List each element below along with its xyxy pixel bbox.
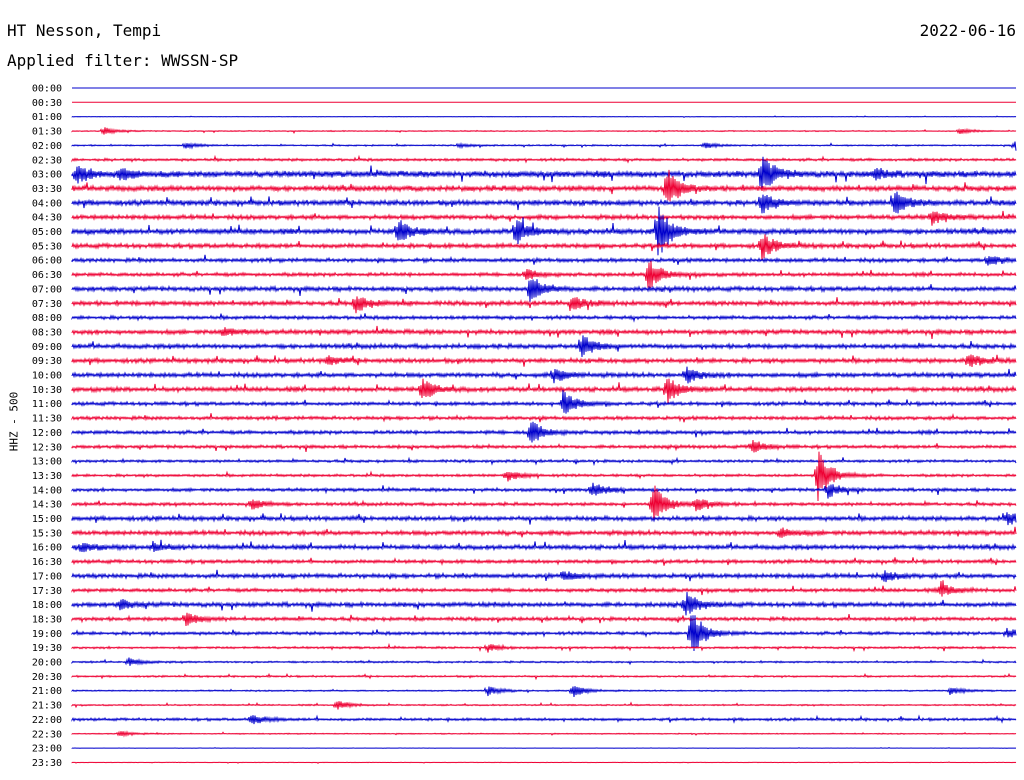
- row-time-label: 09:00: [32, 342, 62, 353]
- trace-row-1030: [71, 378, 1017, 404]
- trace-row-0130: [71, 127, 1017, 135]
- row-time-label: 13:30: [32, 471, 62, 482]
- row-time-label: 06:00: [32, 256, 62, 267]
- trace-row-0530: [71, 234, 1017, 261]
- row-time-label: 00:30: [32, 98, 62, 109]
- row-time-label: 03:00: [32, 170, 62, 181]
- row-time-label: 08:30: [32, 327, 62, 338]
- row-time-label: 05:30: [32, 241, 62, 252]
- row-time-label: 15:00: [32, 514, 62, 525]
- row-time-label: 17:00: [32, 571, 62, 582]
- row-time-label: 09:30: [32, 356, 62, 367]
- row-time-label: 04:30: [32, 213, 62, 224]
- row-time-label: 14:00: [32, 485, 62, 496]
- trace-row-2100: [71, 686, 1017, 697]
- trace-row-1200: [71, 421, 1017, 443]
- row-time-label: 02:00: [32, 141, 62, 152]
- trace-row-2130: [71, 701, 1017, 710]
- row-time-label: 07:00: [32, 284, 62, 295]
- row-time-label: 12:30: [32, 442, 62, 453]
- row-time-label: 17:30: [32, 586, 62, 597]
- row-time-label: 01:30: [32, 127, 62, 138]
- row-time-label: 16:00: [32, 543, 62, 554]
- trace-row-1600: [71, 539, 1017, 553]
- trace-row-0930: [71, 354, 1017, 368]
- trace-row-0730: [71, 296, 1017, 314]
- row-time-label: 06:30: [32, 270, 62, 281]
- trace-row-1100: [71, 390, 1017, 414]
- row-time-label: 23:00: [32, 744, 62, 755]
- trace-row-1300: [71, 456, 1017, 467]
- row-time-label: 16:30: [32, 557, 62, 568]
- station-title: HT Nesson, Tempi: [7, 21, 162, 40]
- trace-row-1400: [71, 482, 1017, 499]
- row-time-label: 22:00: [32, 715, 62, 726]
- trace-row-0600: [71, 254, 1017, 266]
- trace-row-0200: [71, 141, 1017, 151]
- row-time-label: 11:30: [32, 414, 62, 425]
- row-time-label: 13:00: [32, 457, 62, 468]
- date-label: 2022-06-16: [919, 21, 1016, 40]
- row-time-label: 14:30: [32, 500, 62, 511]
- trace-row-1230: [71, 440, 1017, 453]
- trace-row-1800: [71, 592, 1017, 616]
- trace-row-2200: [71, 714, 1017, 725]
- row-time-label: 11:00: [32, 399, 62, 410]
- trace-row-2230: [71, 730, 1017, 738]
- trace-row-1430: [71, 485, 1017, 522]
- filter-label: Applied filter: WWSSN-SP: [7, 51, 239, 70]
- row-time-label: 21:30: [32, 701, 62, 712]
- row-time-label: 05:00: [32, 227, 62, 238]
- trace-row-2300: [71, 747, 1017, 750]
- trace-row-2330: [71, 761, 1017, 765]
- row-time-label: 07:30: [32, 299, 62, 310]
- trace-row-0230: [71, 154, 1017, 164]
- row-time-label: 19:30: [32, 643, 62, 654]
- trace-row-1500: [71, 512, 1017, 526]
- row-time-label: 19:00: [32, 629, 62, 640]
- trace-row-1630: [71, 557, 1017, 566]
- trace-row-0630: [71, 260, 1017, 289]
- row-time-label: 18:00: [32, 600, 62, 611]
- trace-row-0830: [71, 325, 1017, 340]
- trace-row-0400: [71, 191, 1017, 214]
- trace-row-1730: [71, 580, 1017, 597]
- row-time-label: 03:30: [32, 184, 62, 195]
- trace-row-0300: [71, 156, 1017, 191]
- trace-row-0330: [71, 169, 1017, 202]
- row-time-label: 20:30: [32, 672, 62, 683]
- trace-row-0800: [71, 313, 1017, 323]
- trace-row-2030: [71, 672, 1017, 681]
- trace-row-1000: [71, 366, 1017, 384]
- trace-row-1130: [71, 413, 1017, 423]
- trace-row-1830: [71, 612, 1017, 626]
- trace-row-0500: [71, 206, 1017, 256]
- row-time-label: 00:00: [32, 84, 62, 95]
- trace-row-1700: [71, 569, 1017, 583]
- row-time-label: 01:00: [32, 112, 62, 123]
- row-time-label: 10:00: [32, 371, 62, 382]
- trace-row-1530: [71, 526, 1017, 538]
- trace-row-1330: [71, 451, 1017, 502]
- row-time-label: 15:30: [32, 528, 62, 539]
- trace-row-2000: [71, 657, 1017, 666]
- row-time-label: 08:00: [32, 313, 62, 324]
- row-time-label: 12:00: [32, 428, 62, 439]
- trace-row-0100: [71, 115, 1017, 119]
- trace-row-1930: [71, 642, 1017, 653]
- row-time-label: 21:00: [32, 686, 62, 697]
- row-time-label: 10:30: [32, 385, 62, 396]
- row-time-label: 04:00: [32, 198, 62, 209]
- row-time-label: 23:30: [32, 758, 62, 769]
- trace-row-1900: [71, 615, 1017, 652]
- row-time-label: 20:00: [32, 658, 62, 669]
- trace-row-0430: [71, 210, 1017, 226]
- row-time-label: 02:30: [32, 155, 62, 166]
- trace-row-0700: [71, 279, 1017, 302]
- trace-row-0900: [71, 335, 1017, 358]
- row-time-label: 22:30: [32, 729, 62, 740]
- row-time-label: 18:30: [32, 614, 62, 625]
